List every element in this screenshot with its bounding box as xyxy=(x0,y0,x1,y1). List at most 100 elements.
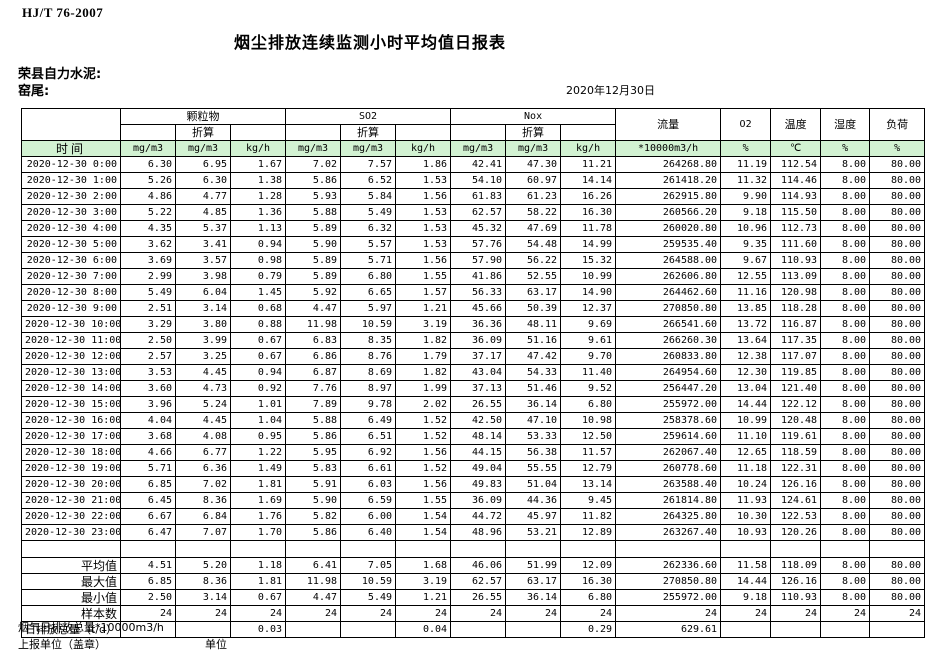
cell-value: 48.96 xyxy=(450,524,507,541)
cell-value: 12.89 xyxy=(560,524,617,541)
footer-unit: 单位 xyxy=(205,638,227,651)
cell-value: 1.36 xyxy=(229,204,287,221)
spacer-cell xyxy=(229,540,287,558)
cell-value: 57.90 xyxy=(450,252,507,269)
cell-value: 10.98 xyxy=(560,412,617,429)
cell-value: 1.53 xyxy=(395,236,452,253)
group-header-temperature: 温度 xyxy=(770,108,822,141)
cell-value: 36.14 xyxy=(505,396,562,413)
page-title: 烟尘排放连续监测小时平均值日报表 xyxy=(233,33,506,52)
summary-cell-value: 80.00 xyxy=(869,573,926,590)
cell-value: 36.09 xyxy=(450,492,507,509)
unit-flow: *10000m3/h xyxy=(615,140,722,157)
summary-cell-value: 24 xyxy=(450,605,507,622)
cell-value: 6.36 xyxy=(175,460,231,477)
table-row: 2020-12-30 1:00 5.26 6.30 1.38 5.86 6.52 1.53 5… xyxy=(21,172,926,189)
cell-value: 8.00 xyxy=(820,300,871,317)
group-header-so2: SO2 xyxy=(285,108,452,125)
cell-value: 121.40 xyxy=(770,380,822,397)
cell-value: 37.17 xyxy=(450,348,507,365)
cell-value: 9.61 xyxy=(560,332,617,349)
cell-value: 43.04 xyxy=(450,364,507,381)
cell-value: 11.19 xyxy=(720,156,772,173)
cell-value: 112.73 xyxy=(770,220,822,237)
cell-value: 80.00 xyxy=(869,492,926,509)
cell-value: 10.30 xyxy=(720,508,772,525)
cell-value: 0.68 xyxy=(229,300,287,317)
cell-value: 9.45 xyxy=(560,492,617,509)
cell-value: 5.92 xyxy=(285,284,342,301)
cell-value: 1.81 xyxy=(229,476,287,493)
cell-value: 118.28 xyxy=(770,300,822,317)
cell-value: 10.24 xyxy=(720,476,772,493)
cell-value: 3.99 xyxy=(175,332,231,349)
summary-cell-value: 14.44 xyxy=(720,573,772,590)
table-row: 2020-12-30 20:00 6.85 7.02 1.81 5.91 6.03 1.56… xyxy=(21,476,926,493)
summary-cell-value: 24 xyxy=(175,605,231,622)
cell-value: 9.52 xyxy=(560,380,617,397)
summary-cell-value: 63.17 xyxy=(505,573,562,590)
cell-value: 1.53 xyxy=(395,172,452,189)
summary-cell-value: 24 xyxy=(720,605,772,622)
cell-value: 1.56 xyxy=(395,188,452,205)
summary-cell-value xyxy=(869,621,926,638)
cell-value: 4.04 xyxy=(120,412,176,429)
cell-value: 61.83 xyxy=(450,188,507,205)
cell-value: 80.00 xyxy=(869,396,926,413)
cell-value: 9.78 xyxy=(340,396,397,413)
cell-value: 8.69 xyxy=(340,364,397,381)
cell-value: 8.00 xyxy=(820,444,871,461)
cell-time: 2020-12-30 9:00 xyxy=(21,300,121,317)
summary-cell-value: 270850.80 xyxy=(615,573,722,590)
cell-value: 1.56 xyxy=(395,444,452,461)
cell-value: 0.95 xyxy=(229,428,287,445)
table-row: 2020-12-30 15:00 3.96 5.24 1.01 7.89 9.78 2.02… xyxy=(21,396,926,413)
cell-value: 4.35 xyxy=(120,220,176,237)
summary-cell-value: 4.47 xyxy=(285,589,342,606)
cell-value: 62.57 xyxy=(450,204,507,221)
cell-value: 8.00 xyxy=(820,364,871,381)
cell-value: 12.38 xyxy=(720,348,772,365)
cell-value: 1.55 xyxy=(395,268,452,285)
cell-value: 3.14 xyxy=(175,300,231,317)
cell-value: 5.88 xyxy=(285,412,342,429)
spacer-cell xyxy=(820,540,871,558)
cell-value: 6.67 xyxy=(120,508,176,525)
table-row: 2020-12-30 4:00 4.35 5.37 1.13 5.89 6.32 1.53 4… xyxy=(21,220,926,237)
cell-value: 6.87 xyxy=(285,364,342,381)
cell-value: 1.52 xyxy=(395,412,452,429)
cell-value: 5.83 xyxy=(285,460,342,477)
summary-cell-value: 11.58 xyxy=(720,557,772,574)
unit-o2: % xyxy=(720,140,772,157)
cell-value: 6.47 xyxy=(120,524,176,541)
cell-time: 2020-12-30 18:00 xyxy=(21,444,121,461)
cell-value: 13.04 xyxy=(720,380,772,397)
summary-cell-value: 80.00 xyxy=(869,589,926,606)
cell-time: 2020-12-30 3:00 xyxy=(21,204,121,221)
summary-row-label: 日排放总量（t/d） xyxy=(21,621,121,638)
cell-value: 36.09 xyxy=(450,332,507,349)
cell-value: 126.16 xyxy=(770,476,822,493)
group-header-nox: Nox xyxy=(450,108,617,125)
summary-cell-value: 1.81 xyxy=(229,573,287,590)
cell-value: 47.69 xyxy=(505,220,562,237)
cell-value: 8.00 xyxy=(820,428,871,445)
cell-value: 80.00 xyxy=(869,348,926,365)
cell-value: 1.82 xyxy=(395,332,452,349)
summary-cell-value: 36.14 xyxy=(505,589,562,606)
cell-value: 260566.20 xyxy=(615,204,722,221)
cell-value: 13.14 xyxy=(560,476,617,493)
cell-value: 80.00 xyxy=(869,444,926,461)
summary-cell-value: 4.51 xyxy=(120,557,176,574)
summary-cell-value: 8.00 xyxy=(820,557,871,574)
cell-value: 15.32 xyxy=(560,252,617,269)
cell-value: 120.98 xyxy=(770,284,822,301)
table-row: 2020-12-30 19:00 5.71 6.36 1.49 5.83 6.61 1.52… xyxy=(21,460,926,477)
cell-value: 124.61 xyxy=(770,492,822,509)
group-header-load: 负荷 xyxy=(869,108,926,141)
cell-value: 42.41 xyxy=(450,156,507,173)
cell-value: 6.32 xyxy=(340,220,397,237)
cell-value: 60.97 xyxy=(505,172,562,189)
cell-value: 1.54 xyxy=(395,524,452,541)
cell-value: 57.76 xyxy=(450,236,507,253)
